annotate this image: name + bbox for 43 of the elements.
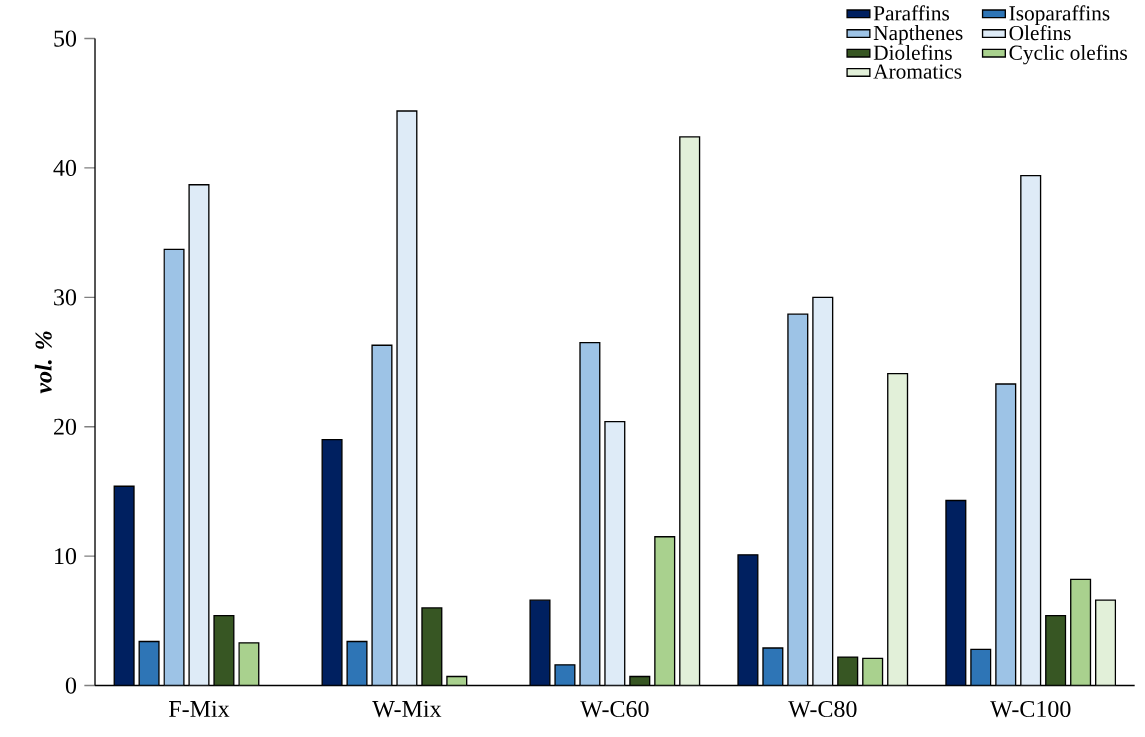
x-tick-label: F-Mix [168, 701, 230, 718]
x-tick-label: W-Mix [372, 701, 442, 718]
bar [862, 658, 883, 686]
bar [1020, 175, 1042, 686]
bar [239, 643, 259, 686]
bar [189, 184, 209, 686]
bar [887, 373, 908, 686]
y-tick-label: 30 [54, 289, 77, 306]
bar [372, 345, 392, 686]
bar [1095, 599, 1117, 686]
bar [114, 486, 134, 686]
x-tick-label: W-C80 [788, 701, 857, 718]
y-axis-title: vol. % [34, 331, 52, 394]
legend-label: Diolefins [873, 44, 952, 61]
y-tick-label: 10 [55, 548, 77, 565]
bar [322, 439, 342, 686]
bar [530, 600, 550, 686]
bar [214, 615, 234, 686]
x-tick-label: W-C60 [580, 701, 649, 718]
legend-label: Paraffins [873, 5, 950, 21]
y-tick-label: 20 [54, 418, 77, 436]
y-tick-label: 50 [54, 30, 77, 47]
bar [654, 536, 675, 686]
bar [945, 500, 967, 686]
bar [164, 249, 184, 686]
bar [580, 342, 600, 686]
bar [1045, 615, 1067, 686]
bar [787, 314, 808, 686]
y-tick-label: 40 [53, 160, 77, 177]
legend-label: Aromatics [873, 64, 962, 79]
bar [1070, 578, 1092, 686]
legend-label: Isoparaffins [1009, 5, 1110, 26]
x-tick-label: W-C100 [990, 701, 1071, 718]
legend-label: Cyclic olefins [1009, 44, 1127, 65]
bar [738, 555, 758, 686]
y-tick-label: 0 [65, 677, 77, 694]
bar [812, 297, 833, 686]
bar [604, 421, 625, 686]
legend-label: Olefins [1009, 25, 1071, 41]
bar [995, 383, 1017, 686]
bar [397, 111, 417, 686]
legend-label: Napthenes [873, 25, 963, 45]
bar [679, 137, 700, 686]
